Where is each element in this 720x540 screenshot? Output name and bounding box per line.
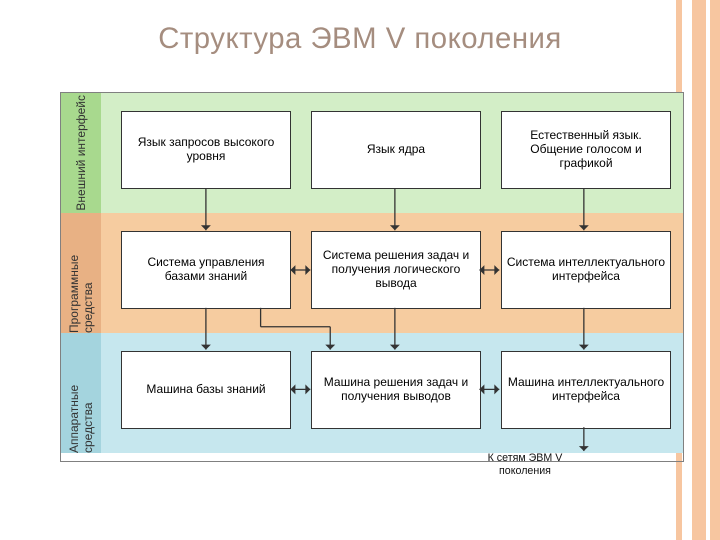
layer-soft: Программные средства Система управления б…: [61, 213, 683, 333]
structure-diagram: Внешний интерфейс Язык запросов высокого …: [60, 92, 684, 462]
node-hw-0: Машина базы знаний: [121, 351, 291, 429]
layer-hw: Аппаратные средства Машина базы знаний Маш…: [61, 333, 683, 453]
layer-label-hw: Аппаратные средства: [61, 333, 101, 453]
node-hw-1: Машина решения задач и получения выводов: [311, 351, 481, 429]
node-ext-2: Естественный язык. Общение голосом и гра…: [501, 111, 671, 189]
footnote: К сетям ЭВМ V поколения: [465, 452, 585, 478]
node-soft-2: Система интеллектуального интерфейса: [501, 231, 671, 309]
node-soft-1: Система решения задач и получения логиче…: [311, 231, 481, 309]
node-ext-0: Язык запросов высокого уровня: [121, 111, 291, 189]
page-title: Структура ЭВМ V поколения: [0, 22, 720, 56]
layer-ext: Внешний интерфейс Язык запросов высокого …: [61, 93, 683, 213]
layer-label-ext: Внешний интерфейс: [61, 93, 101, 213]
node-hw-2: Машина интеллектуального интерфейса: [501, 351, 671, 429]
layer-label-soft: Программные средства: [61, 213, 101, 333]
slide: Структура ЭВМ V поколения Внешний интерф…: [0, 0, 720, 540]
node-ext-1: Язык ядра: [311, 111, 481, 189]
node-soft-0: Система управления базами знаний: [121, 231, 291, 309]
